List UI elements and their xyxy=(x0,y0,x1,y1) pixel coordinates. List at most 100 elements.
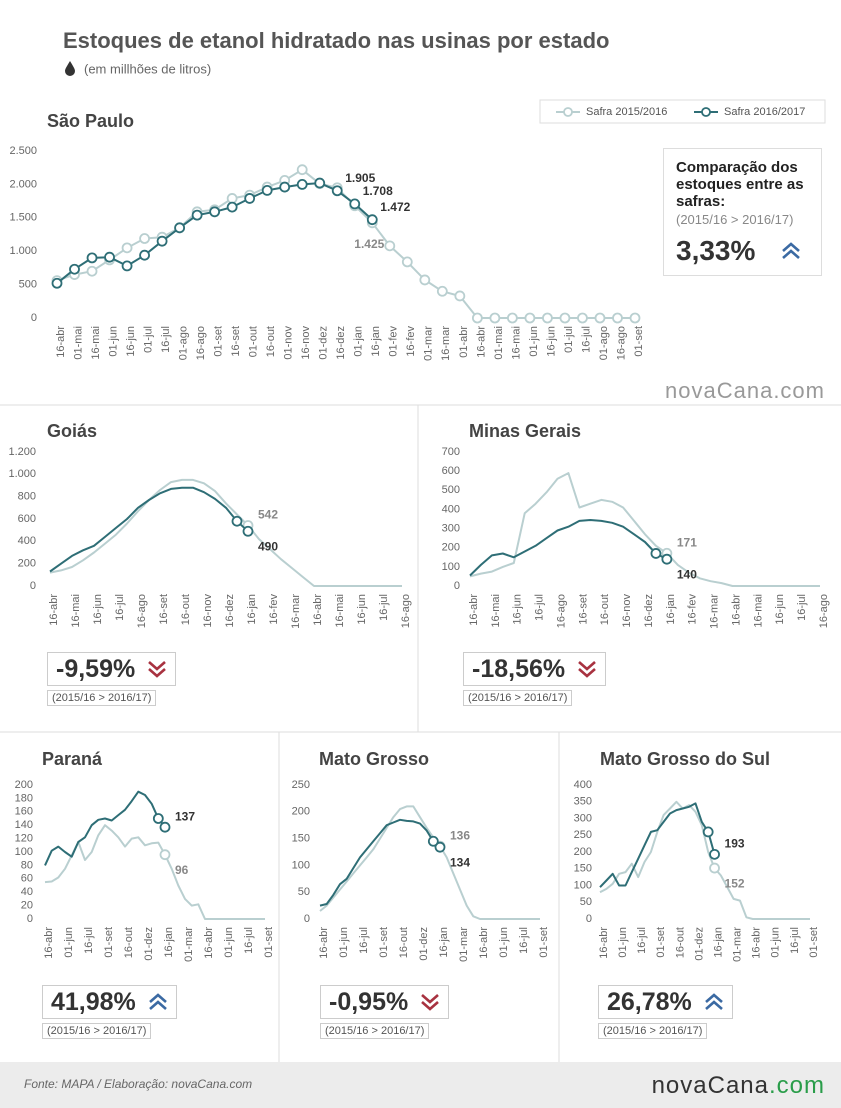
change-box: 26,78% xyxy=(598,985,733,1019)
marker xyxy=(542,312,553,324)
change-note: (2015/16 > 2016/17) xyxy=(47,690,157,706)
y-tick-label: 20 xyxy=(21,900,33,912)
marker xyxy=(594,312,606,324)
y-tick-label: 0 xyxy=(304,913,310,925)
x-tick-label: 01-dez xyxy=(318,326,330,360)
marker xyxy=(650,548,662,559)
marker xyxy=(629,312,641,324)
x-tick-label: 16-set xyxy=(158,594,170,625)
x-tick-label: 16-jul xyxy=(796,594,808,621)
value-label: 152 xyxy=(725,876,745,890)
legend-label: Safra 2015/2016 xyxy=(586,106,667,118)
y-tick-label: 250 xyxy=(292,779,310,791)
chevron xyxy=(421,1001,440,1011)
y-tick-label: 200 xyxy=(442,542,460,554)
value-label: 193 xyxy=(725,837,745,851)
x-tick-label: 01-mar xyxy=(732,927,744,962)
x-tick-label: 01-dez xyxy=(143,927,155,961)
y-tick-label: 140 xyxy=(15,819,33,831)
series-line xyxy=(599,802,716,888)
marker xyxy=(159,849,171,861)
x-tick-label: 01-jun xyxy=(528,326,540,357)
change-value: 41,98% xyxy=(51,987,136,1016)
x-tick-label: 16-jul xyxy=(160,326,172,353)
x-tick-label: 01-jun xyxy=(223,927,235,958)
x-tick-label: 16-out xyxy=(674,927,686,958)
y-tick-label: 600 xyxy=(18,513,36,525)
y-tick-label: 300 xyxy=(442,522,460,534)
change-box: 41,98% xyxy=(42,985,177,1019)
chevron xyxy=(782,249,801,259)
x-tick-label: 16-out xyxy=(123,927,135,958)
y-tick-label: 50 xyxy=(580,896,592,908)
x-tick-label: 01-fev xyxy=(388,326,400,357)
marker xyxy=(244,193,256,204)
x-tick-label: 01-set xyxy=(103,927,115,958)
series-line xyxy=(49,486,249,573)
x-tick-label: 16-abr xyxy=(43,927,55,959)
x-tick-label: 01-set xyxy=(213,326,225,357)
marker xyxy=(427,835,439,847)
marker xyxy=(434,841,446,853)
y-tick-label: 0 xyxy=(31,312,37,324)
x-tick-label: 16-nov xyxy=(621,594,633,628)
y-tick-label: 50 xyxy=(298,886,310,898)
change-note: (2015/16 > 2016/17) xyxy=(676,212,794,227)
x-tick-label: 16-abr xyxy=(468,594,480,626)
y-tick-label: 800 xyxy=(18,491,36,503)
legend-box xyxy=(539,99,826,124)
change-arrow xyxy=(148,661,167,678)
y-tick-label: 250 xyxy=(574,829,592,841)
x-tick-label: 01-dez xyxy=(418,927,430,961)
x-tick-label: 16-abr xyxy=(478,927,490,959)
change-arrow xyxy=(782,242,801,259)
marker xyxy=(702,826,714,838)
logo-part: .com xyxy=(769,1072,825,1099)
drop-icon xyxy=(65,61,75,76)
y-tick-label: 40 xyxy=(21,886,33,898)
x-tick-label: 01-mar xyxy=(458,927,470,962)
y-tick-label: 0 xyxy=(454,580,460,592)
value-label: 134 xyxy=(450,855,470,869)
marker xyxy=(152,813,164,824)
x-tick-label: 16-jan xyxy=(163,927,175,958)
series-line xyxy=(599,800,810,920)
marker xyxy=(577,312,588,324)
x-tick-label: 16-mai xyxy=(334,594,346,628)
marker xyxy=(366,214,378,226)
x-tick-label: 16-jun xyxy=(125,326,137,357)
y-tick-label: 500 xyxy=(442,484,460,496)
change-arrow xyxy=(704,993,723,1010)
x-tick-label: 16-jun xyxy=(774,594,786,625)
x-tick-label: 01-jun xyxy=(338,927,350,958)
footer-band xyxy=(0,1062,841,1108)
change-box: -18,56% xyxy=(463,652,607,686)
marker xyxy=(69,263,80,275)
series-line xyxy=(56,168,635,319)
x-tick-label: 16-mai xyxy=(490,594,502,628)
value-label: 490 xyxy=(258,539,278,553)
chevron xyxy=(148,668,167,678)
x-tick-label: 16-jul xyxy=(534,594,546,621)
x-tick-label: 16-jan xyxy=(438,927,450,958)
x-tick-label: 01-set xyxy=(378,927,390,958)
series-line xyxy=(44,790,166,866)
change-value: -9,59% xyxy=(56,654,136,683)
x-tick-label: 01-nov xyxy=(283,326,295,360)
x-tick-label: 01-set xyxy=(808,927,820,958)
marker xyxy=(226,201,238,213)
y-tick-label: 700 xyxy=(442,446,460,458)
y-tick-label: 300 xyxy=(574,812,592,824)
chevron xyxy=(148,661,167,671)
marker xyxy=(524,312,536,324)
y-tick-label: 0 xyxy=(27,913,33,925)
marker xyxy=(384,240,396,252)
y-tick-label: 200 xyxy=(18,558,36,570)
y-tick-label: 400 xyxy=(442,503,460,515)
x-tick-label: 16-nov xyxy=(202,594,214,628)
marker xyxy=(231,515,243,527)
value-label: 136 xyxy=(450,828,470,842)
value-label: 1.905 xyxy=(345,171,375,185)
x-tick-label: 16-ago xyxy=(818,594,830,628)
x-tick-label: 16-jul xyxy=(358,927,370,954)
